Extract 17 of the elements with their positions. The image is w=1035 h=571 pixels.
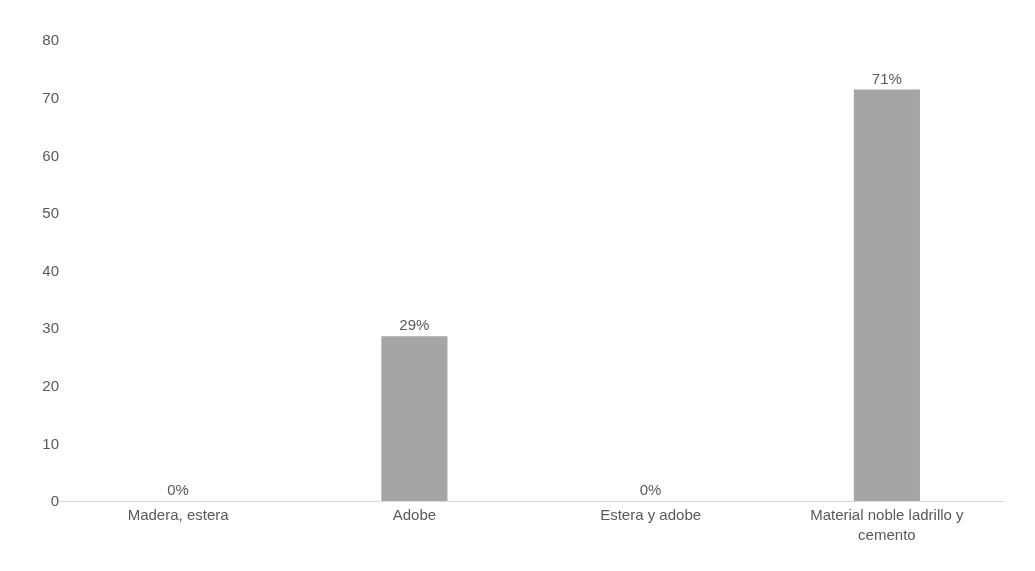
x-tick-label: Adobe — [392, 506, 437, 523]
y-tick-label: 80 — [42, 31, 59, 49]
x-tick-label: Material noble ladrillo y cemento — [810, 506, 965, 543]
y-tick-label: 70 — [42, 88, 59, 106]
y-tick-label: 60 — [42, 146, 59, 164]
data-label: 71% — [871, 69, 902, 87]
y-tick-label: 50 — [42, 204, 59, 222]
data-label: 0% — [639, 481, 662, 498]
data-label: 0% — [167, 481, 189, 498]
y-tick-label: 0 — [50, 492, 59, 510]
x-tick-label: Estera y adobe — [600, 506, 702, 523]
y-tick-label: 20 — [42, 377, 59, 394]
y-tick-label: 10 — [42, 434, 59, 452]
y-tick-label: 40 — [42, 261, 59, 279]
data-label: 29% — [399, 316, 430, 334]
y-tick-label: 30 — [42, 319, 59, 337]
x-tick-label: Madera, estera — [127, 506, 230, 523]
